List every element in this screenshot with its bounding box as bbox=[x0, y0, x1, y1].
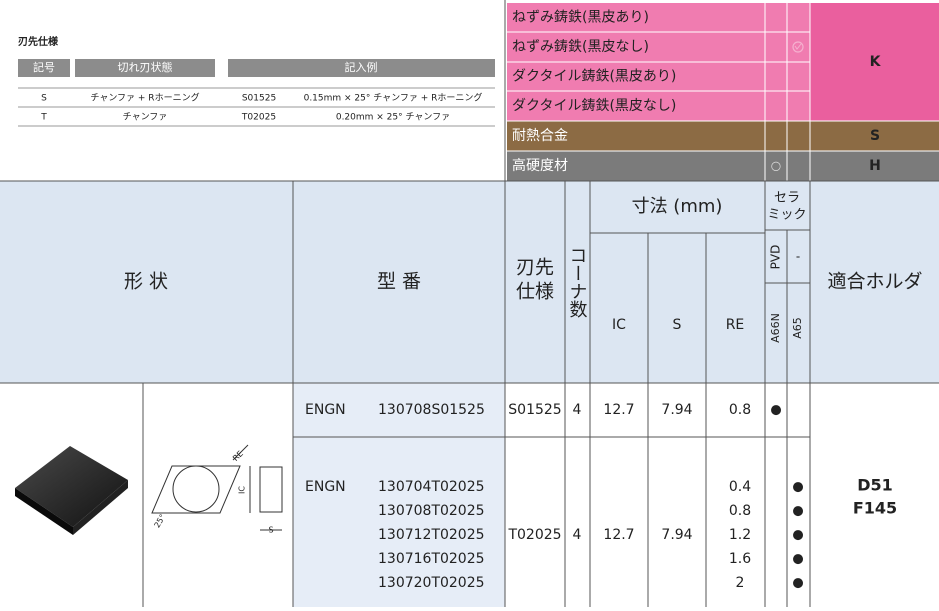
legend-cell: 0.20mm × 25° チャンファ bbox=[336, 112, 450, 123]
material-name: ねずみ鋳鉄(黒皮あり) bbox=[512, 9, 649, 26]
legend-cell: チャンファ bbox=[123, 112, 168, 123]
insert-image bbox=[15, 446, 128, 535]
material-name: 耐熱合金 bbox=[512, 128, 568, 144]
header: 形 状 bbox=[124, 271, 168, 293]
header: 適合ホルダ bbox=[827, 271, 922, 293]
drawing-label: S bbox=[268, 526, 273, 535]
model-bg bbox=[293, 383, 505, 607]
material-group: H bbox=[869, 158, 881, 174]
header: A66N bbox=[769, 313, 782, 343]
header: コーナ数 bbox=[567, 246, 588, 318]
header: 寸法 (mm) bbox=[632, 196, 723, 217]
material-mark: ○ bbox=[771, 159, 781, 173]
holder: F145 bbox=[853, 499, 897, 518]
legend-head bbox=[18, 59, 70, 77]
model: 130708T02025 bbox=[378, 503, 485, 519]
re: 1.2 bbox=[729, 527, 751, 543]
material-name: ねずみ鋳鉄(黒皮なし) bbox=[512, 38, 649, 55]
header-bg bbox=[0, 181, 939, 383]
header: S bbox=[673, 317, 682, 333]
model: 130712T02025 bbox=[378, 527, 485, 543]
ic: 12.7 bbox=[603, 527, 634, 543]
legend-head bbox=[75, 59, 215, 77]
re: 0.4 bbox=[729, 479, 751, 495]
legend-header: 記入例 bbox=[345, 60, 378, 74]
legend-cell: チャンファ + Rホーニング bbox=[90, 92, 199, 104]
re: 0.8 bbox=[729, 503, 751, 519]
re: 2 bbox=[736, 575, 745, 591]
model: 130704T02025 bbox=[378, 479, 485, 495]
corners: 4 bbox=[573, 527, 582, 543]
mark: ● bbox=[792, 480, 803, 495]
series: ENGN bbox=[305, 479, 346, 495]
legend-cell: S01525 bbox=[242, 94, 276, 104]
header: PVD bbox=[769, 245, 783, 270]
model: 130708S01525 bbox=[378, 402, 485, 418]
header: セラ bbox=[774, 191, 800, 206]
spec: T02025 bbox=[507, 527, 561, 543]
ic: 12.7 bbox=[603, 402, 634, 418]
legend-title: 刃先仕様 bbox=[18, 35, 59, 48]
material-lines bbox=[507, 3, 939, 181]
mark: ● bbox=[792, 552, 803, 567]
re: 0.8 bbox=[729, 402, 751, 418]
header: RE bbox=[726, 317, 745, 333]
group-k bbox=[810, 3, 939, 121]
legend-cell: 0.15mm × 25° チャンファ + Rホーニング bbox=[304, 92, 483, 104]
material-name: 高硬度材 bbox=[512, 157, 568, 174]
header: - bbox=[796, 250, 800, 264]
insert-drawing bbox=[151, 444, 283, 531]
material-group: K bbox=[870, 54, 882, 70]
header: A65 bbox=[791, 317, 804, 339]
band-s bbox=[507, 121, 939, 151]
header: 刃先 bbox=[516, 257, 554, 279]
mark: ● bbox=[792, 504, 803, 519]
legend-cell: T02025 bbox=[241, 113, 276, 123]
s: 7.94 bbox=[661, 402, 692, 418]
s: 7.94 bbox=[661, 527, 692, 543]
header: 仕様 bbox=[516, 281, 554, 303]
mark-icon bbox=[792, 41, 804, 53]
legend-header: 切れ刃状態 bbox=[118, 60, 173, 74]
model: 130716T02025 bbox=[378, 551, 485, 567]
material-bands bbox=[507, 3, 939, 181]
header: IC bbox=[612, 317, 626, 333]
legend-lines bbox=[18, 87, 495, 127]
header: ミック bbox=[767, 208, 806, 223]
re: 1.6 bbox=[729, 551, 751, 567]
mark: ● bbox=[792, 576, 803, 591]
legend-header: 記号 bbox=[33, 60, 55, 74]
material-name: ダクタイル鋳鉄(黒皮なし) bbox=[512, 97, 676, 114]
holder: D51 bbox=[857, 476, 893, 495]
legend-head bbox=[228, 59, 495, 77]
legend-cell: T bbox=[40, 113, 47, 123]
corners: 4 bbox=[573, 402, 582, 418]
band-h bbox=[507, 151, 939, 181]
model: 130720T02025 bbox=[378, 575, 485, 591]
material-name: ダクタイル鋳鉄(黒皮あり) bbox=[512, 68, 676, 85]
drawing-label: IC bbox=[238, 486, 247, 494]
header: 型 番 bbox=[377, 271, 421, 293]
material-group: S bbox=[870, 128, 880, 144]
mark: ● bbox=[770, 403, 781, 418]
series: ENGN bbox=[305, 402, 346, 418]
legend-cell: S bbox=[41, 94, 47, 104]
spec: S01525 bbox=[508, 402, 561, 418]
mark: ● bbox=[792, 528, 803, 543]
